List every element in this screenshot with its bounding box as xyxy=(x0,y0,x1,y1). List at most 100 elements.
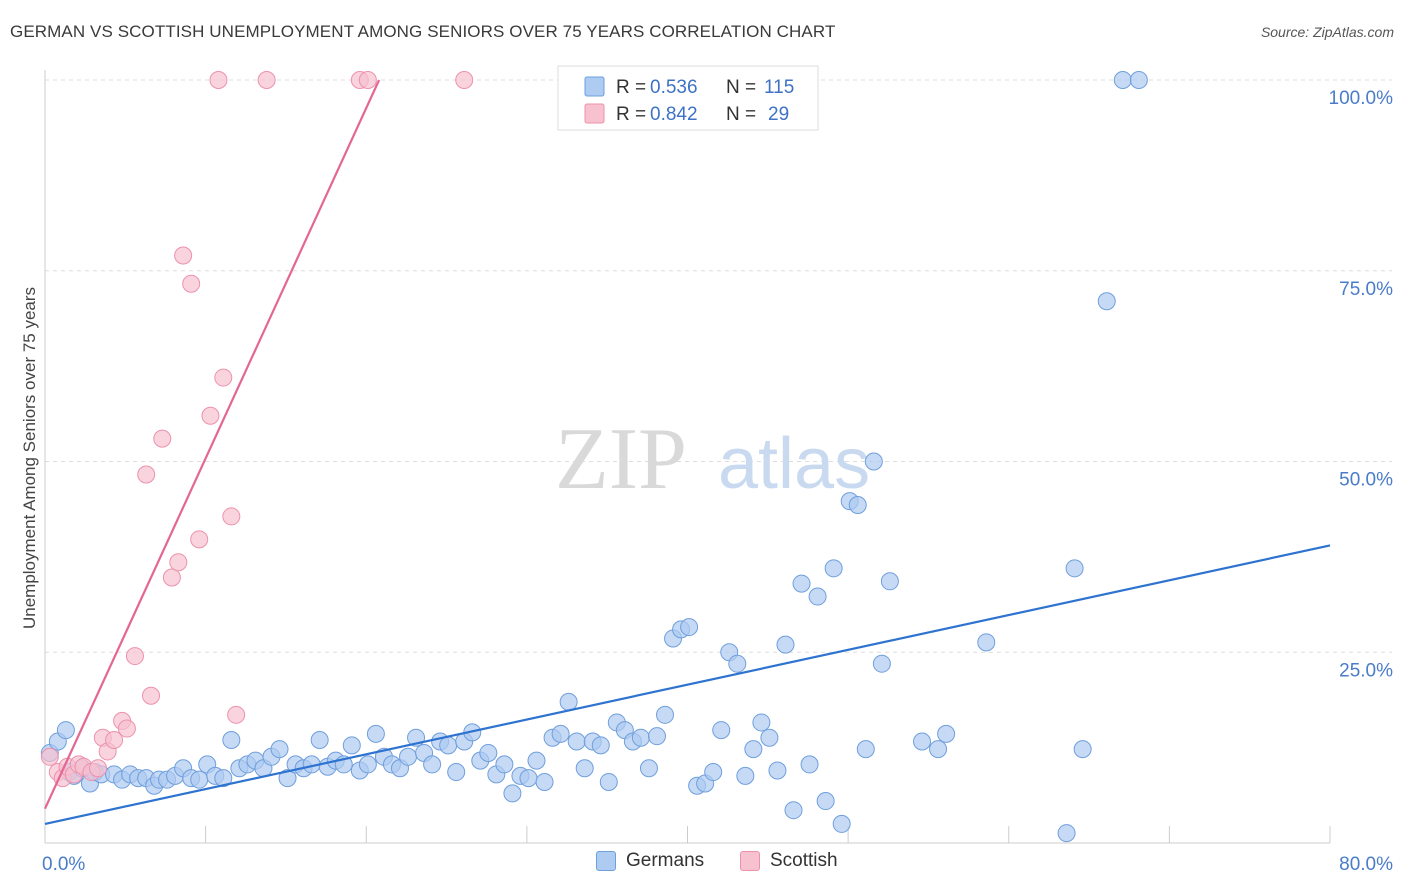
y-tick-label-1: 50.0% xyxy=(1339,470,1393,491)
germans-n-label: N = xyxy=(726,77,756,98)
germans-r-label: R = xyxy=(616,77,646,98)
scottish-point-16 xyxy=(137,465,156,484)
scottish-point-0 xyxy=(40,747,59,766)
germans-point-52 xyxy=(447,763,466,782)
scottish-r-label: R = xyxy=(616,104,646,125)
germans-swatch xyxy=(596,851,616,871)
germans-point-46 xyxy=(399,747,418,766)
legend-item-scottish[interactable]: Scottish xyxy=(740,850,838,872)
scottish-point-27 xyxy=(209,71,228,89)
scottish-point-13 xyxy=(117,719,136,738)
germans-point-61 xyxy=(519,769,538,788)
germans-point-23 xyxy=(214,769,233,788)
chart-title: GERMAN VS SCOTTISH UNEMPLOYMENT AMONG SE… xyxy=(10,22,836,41)
scottish-point-20 xyxy=(174,246,193,265)
scottish-points xyxy=(40,71,474,788)
germans-point-116 xyxy=(1129,71,1148,89)
germans-point-59 xyxy=(503,784,522,803)
germans-point-30 xyxy=(270,740,289,759)
germans-point-111 xyxy=(1057,824,1076,843)
scottish-point-14 xyxy=(125,647,144,666)
germans-point-56 xyxy=(479,743,498,762)
germans-point-103 xyxy=(856,740,875,759)
germans-points xyxy=(40,71,1148,843)
germans-point-68 xyxy=(575,759,594,778)
germans-point-58 xyxy=(495,755,514,774)
germans-point-105 xyxy=(872,654,891,673)
chart-source: Source: ZipAtlas.com xyxy=(1260,24,1394,40)
germans-point-97 xyxy=(808,587,827,606)
germans-point-71 xyxy=(599,772,618,791)
germans-point-78 xyxy=(656,705,675,724)
scottish-point-22 xyxy=(190,530,209,549)
germans-point-89 xyxy=(744,740,763,759)
germans-point-102 xyxy=(848,495,867,514)
legend-label-scottish: Scottish xyxy=(770,850,838,871)
germans-point-67 xyxy=(567,732,586,751)
germans-point-95 xyxy=(792,574,811,593)
germans-point-42 xyxy=(366,724,385,743)
germans-point-24 xyxy=(222,730,241,749)
scottish-trend-line xyxy=(44,79,381,810)
scottish-point-15 xyxy=(142,686,161,705)
germans-point-76 xyxy=(639,759,658,778)
x-tick-label-start: 0.0% xyxy=(42,854,85,875)
germans-point-90 xyxy=(752,713,771,732)
germans-point-109 xyxy=(937,724,956,743)
germans-point-94 xyxy=(784,801,803,820)
y-tick-label-0: 25.0% xyxy=(1339,660,1393,681)
germans-point-112 xyxy=(1065,559,1084,578)
germans-n-value: 115 xyxy=(764,77,794,98)
germans-point-85 xyxy=(712,721,731,740)
stats-legend: R = 0.536 N = 115 R = 0.842 N = 29 xyxy=(557,65,819,131)
watermark-atlas: atlas xyxy=(718,424,870,504)
germans-legend-swatch xyxy=(584,76,605,97)
germans-point-113 xyxy=(1073,740,1092,759)
scottish-r-value: 0.842 xyxy=(650,104,698,125)
scottish-point-30 xyxy=(358,71,377,89)
germans-point-98 xyxy=(816,792,835,811)
scottish-swatch xyxy=(740,851,760,871)
germans-point-106 xyxy=(880,572,899,591)
x-tick-label-end: 80.0% xyxy=(1339,854,1393,875)
germans-point-108 xyxy=(929,740,948,759)
legend-label-germans: Germans xyxy=(626,850,705,871)
series-legend: Germans Scottish xyxy=(0,850,1406,880)
germans-point-75 xyxy=(631,728,650,747)
germans-point-107 xyxy=(913,732,932,751)
germans-point-84 xyxy=(704,763,723,782)
germans-r-value: 0.536 xyxy=(650,77,698,98)
scottish-point-19 xyxy=(169,553,188,572)
germans-point-92 xyxy=(768,761,787,780)
scottish-point-23 xyxy=(201,406,220,425)
germans-point-65 xyxy=(551,724,570,743)
germans-point-99 xyxy=(824,559,843,578)
germans-point-104 xyxy=(864,452,883,471)
germans-point-100 xyxy=(832,814,851,833)
germans-point-31 xyxy=(278,769,297,788)
germans-point-87 xyxy=(728,654,747,673)
y-tick-label-2: 75.0% xyxy=(1339,279,1393,300)
y-axis-label: Unemployment Among Seniors over 75 years xyxy=(20,287,39,629)
x-axis-ticks xyxy=(205,826,1331,843)
germans-point-49 xyxy=(423,755,442,774)
x-tick-labels: 0.0% 80.0% xyxy=(42,854,1393,875)
germans-point-81 xyxy=(680,618,699,637)
germans-point-39 xyxy=(342,736,361,755)
scottish-point-11 xyxy=(105,730,124,749)
scottish-point-8 xyxy=(89,759,108,778)
y-tick-labels: 25.0% 50.0% 75.0% 100.0% xyxy=(1329,88,1394,681)
scottish-point-25 xyxy=(222,507,241,526)
scottish-n-label: N = xyxy=(726,104,756,125)
scottish-point-31 xyxy=(455,71,474,89)
germans-point-51 xyxy=(439,736,458,755)
legend-item-germans[interactable]: Germans xyxy=(596,850,704,872)
germans-point-96 xyxy=(800,755,819,774)
germans-point-41 xyxy=(358,755,377,774)
germans-point-93 xyxy=(776,635,795,654)
germans-point-70 xyxy=(591,736,610,755)
germans-trend-line xyxy=(44,544,1331,826)
scottish-point-26 xyxy=(227,705,246,724)
germans-point-110 xyxy=(977,633,996,652)
